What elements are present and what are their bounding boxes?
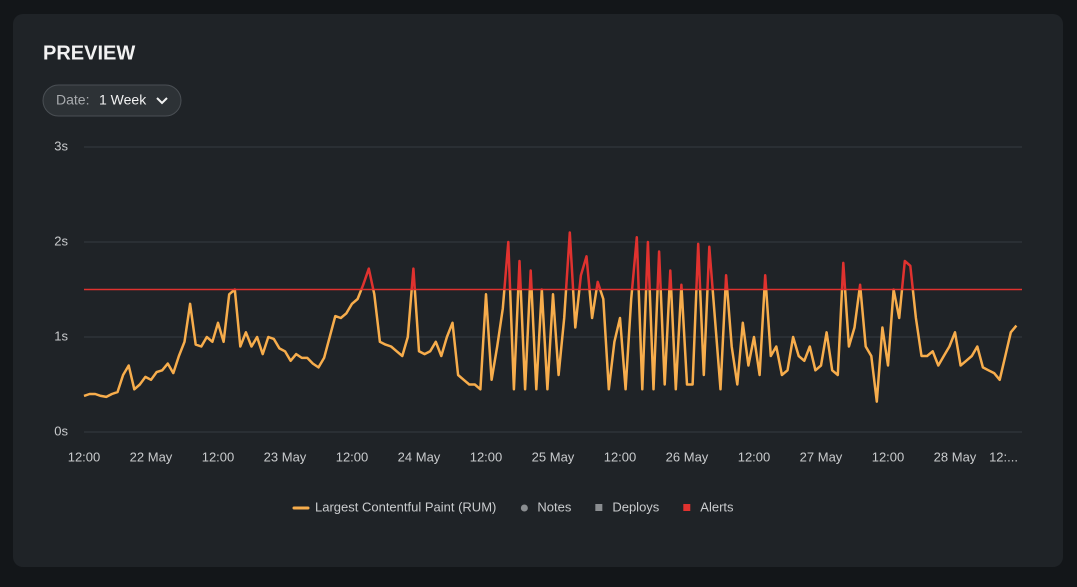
chevron bbox=[156, 97, 168, 105]
dropdown-pill[interactable] bbox=[42, 84, 182, 117]
legend-label: Alerts bbox=[700, 499, 734, 514]
x-tick-label: 12:00 bbox=[202, 449, 235, 464]
x-tick-label: 12:00 bbox=[470, 449, 503, 464]
x-tick-label: 12:00 bbox=[872, 449, 905, 464]
x-tick-label: 28 May bbox=[934, 449, 977, 464]
dropdown-label: Date: bbox=[56, 92, 89, 108]
x-tick-label: 12:00 bbox=[604, 449, 637, 464]
series-line bbox=[83, 289, 1018, 403]
dropdown-value: 1 Week bbox=[99, 92, 147, 108]
x-tick-label: 12:00 bbox=[336, 449, 369, 464]
legend-swatch bbox=[683, 504, 691, 511]
y-tick-label: 3s bbox=[54, 138, 68, 153]
x-tick-label: 24 May bbox=[398, 449, 441, 464]
legend-label: Largest Contentful Paint (RUM) bbox=[315, 499, 496, 514]
x-tick-label: 23 May bbox=[264, 449, 307, 464]
card bbox=[13, 14, 1063, 567]
legend-label: Deploys bbox=[612, 499, 659, 514]
y-tick-label: 2s bbox=[54, 233, 68, 248]
x-tick-label: 26 May bbox=[666, 449, 709, 464]
legend-swatch bbox=[520, 504, 528, 512]
x-tick-label: 22 May bbox=[130, 449, 173, 464]
x-tick-label: 12:... bbox=[989, 449, 1018, 464]
y-tick-label: 0s bbox=[54, 423, 68, 438]
y-tick-label: 1s bbox=[54, 328, 68, 343]
x-tick-label: 12:00 bbox=[738, 449, 771, 464]
x-tick-label: 27 May bbox=[800, 449, 843, 464]
card-title: PREVIEW bbox=[43, 42, 135, 64]
legend-swatch bbox=[595, 504, 603, 511]
x-tick-label: 12:00 bbox=[68, 449, 101, 464]
date-dropdown[interactable]: Date: 1 Week bbox=[42, 84, 182, 117]
x-tick-label: 25 May bbox=[532, 449, 575, 464]
legend-label: Notes bbox=[537, 499, 571, 514]
